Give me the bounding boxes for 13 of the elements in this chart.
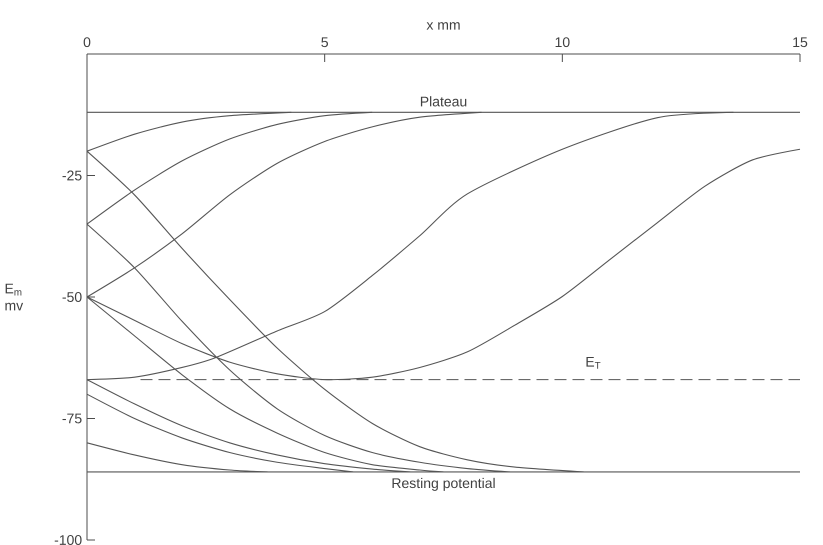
x-tick-label: 5 <box>321 37 328 48</box>
y-tick-label: -50 <box>62 292 82 302</box>
y-tick-label: -100 <box>54 535 82 545</box>
y-axis-title: E$_{m}$ mv <box>5 284 24 310</box>
x-tick-label: 0 <box>84 37 90 48</box>
y-tick-label: -75 <box>62 414 82 424</box>
ref-line-label: Plateau <box>420 96 466 106</box>
x-tick-label: 15 <box>793 37 808 48</box>
ref-line-label: Resting potential <box>392 478 495 491</box>
ref-line-label: E$_{T}$ <box>586 356 600 369</box>
x-axis-title: x mm <box>426 22 460 30</box>
x-tick-label: 10 <box>556 37 570 48</box>
y-tick-label: -25 <box>62 170 82 180</box>
